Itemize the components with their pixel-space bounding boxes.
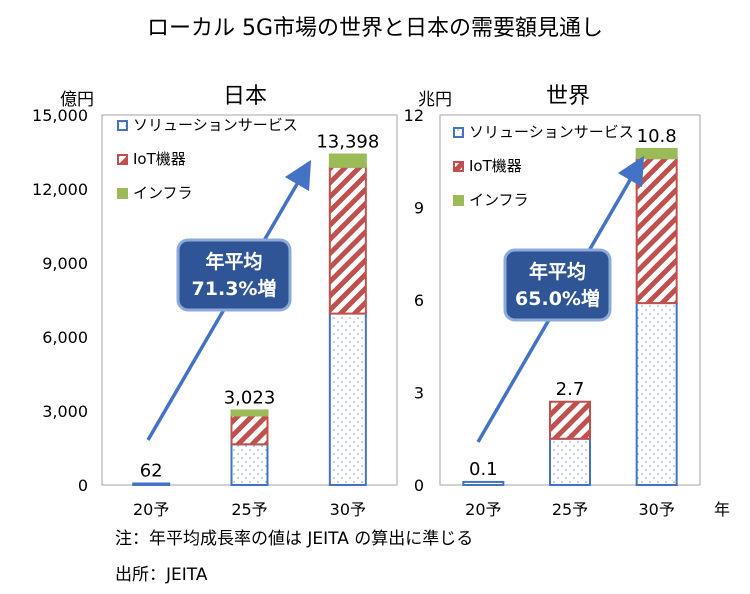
bar-segment — [230, 414, 269, 446]
chart-title: ローカル 5G市場の世界と日本の需要額見通し — [146, 16, 604, 41]
y-tick-label: 6,000 — [42, 328, 88, 347]
y-tick-label: 9,000 — [42, 254, 88, 273]
legend-swatch — [453, 127, 464, 138]
legend-label: ソリューションサービス — [469, 123, 634, 141]
legend-swatch — [117, 188, 128, 199]
bar-segment — [230, 443, 269, 486]
legend-label: IoT機器 — [469, 157, 522, 175]
bar-segment — [328, 312, 367, 487]
bar-segment — [549, 437, 591, 486]
y-tick-label: 15,000 — [32, 106, 88, 125]
legend-label: インフラ — [133, 184, 193, 202]
y-tick-label: 0 — [414, 476, 424, 495]
bar-segment — [635, 157, 678, 305]
data-label: 62 — [140, 460, 163, 481]
bar-segment — [635, 302, 678, 487]
bar-segment — [328, 153, 367, 168]
x-axis-year-label: 年 — [714, 500, 730, 519]
x-tick-label: 25予 — [552, 500, 588, 519]
bar-segment — [132, 482, 171, 487]
unit-label: 億円 — [60, 90, 94, 110]
y-tick-label: 12 — [404, 106, 424, 125]
x-tick-label: 20予 — [133, 500, 169, 519]
y-tick-label: 3 — [414, 384, 424, 403]
data-label: 2.7 — [556, 379, 585, 400]
cagr-label: 71.3%増 — [192, 277, 277, 300]
unit-label: 兆円 — [418, 90, 452, 110]
panel-title: 世界 — [546, 84, 590, 109]
legend-label: インフラ — [469, 191, 529, 209]
x-tick-label: 20予 — [465, 500, 501, 519]
y-tick-label: 9 — [414, 199, 424, 218]
bar-segment — [549, 400, 591, 440]
legend-swatch — [453, 195, 464, 206]
x-tick-label: 25予 — [231, 500, 267, 519]
data-label: 10.8 — [637, 126, 677, 147]
y-tick-label: 3,000 — [42, 402, 88, 421]
bar-segment — [462, 480, 505, 486]
legend-swatch — [117, 120, 128, 131]
legend-label: IoT機器 — [133, 150, 186, 168]
note-text: 注：年平均成長率の値は JEITA の算出に準じる — [115, 529, 474, 549]
y-tick-label: 0 — [78, 476, 88, 495]
y-tick-label: 6 — [414, 291, 424, 310]
source-text: 出所：JEITA — [115, 565, 208, 585]
cagr-label: 年平均 — [529, 260, 586, 283]
legend-swatch — [453, 161, 464, 172]
data-label: 3,023 — [224, 387, 276, 408]
cagr-label: 年平均 — [205, 250, 262, 273]
x-tick-label: 30予 — [330, 500, 366, 519]
data-label: 0.1 — [469, 459, 498, 480]
legend-swatch — [117, 154, 128, 165]
cagr-box — [503, 248, 612, 322]
bar-segment — [635, 147, 678, 160]
bar-segment — [328, 165, 367, 315]
x-tick-label: 30予 — [638, 500, 674, 519]
y-tick-label: 12,000 — [32, 180, 88, 199]
cagr-label: 65.0%増 — [515, 287, 600, 310]
bar-segment — [230, 409, 269, 417]
panel-title: 日本 — [223, 84, 267, 109]
data-label: 13,398 — [316, 132, 379, 153]
cagr-box — [176, 238, 292, 312]
legend-label: ソリューションサービス — [133, 116, 298, 134]
